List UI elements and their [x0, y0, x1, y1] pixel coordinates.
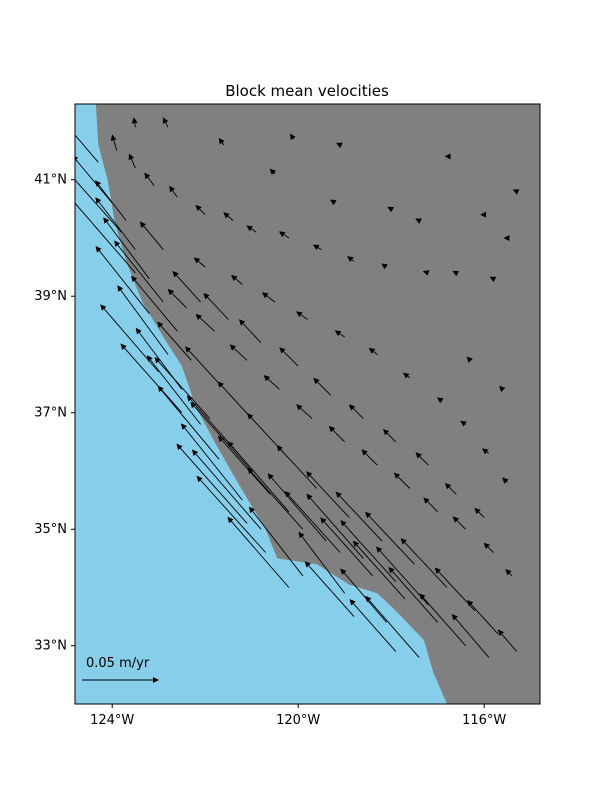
- scale-label: 0.05 m/yr: [86, 656, 150, 671]
- y-axis-ticks: 41°N 39°N 37°N 35°N 33°N: [34, 173, 75, 654]
- map-plot-area: [45, 99, 545, 709]
- y-tick-label: 37°N: [34, 406, 67, 421]
- map-title: Block mean velocities: [225, 82, 389, 100]
- y-tick-label: 41°N: [34, 173, 67, 188]
- x-tick-label: 116°W: [462, 713, 506, 728]
- y-tick-label: 39°N: [34, 289, 67, 304]
- y-tick-label: 33°N: [34, 639, 67, 654]
- x-axis-ticks: 124°W 120°W 116°W: [90, 704, 506, 728]
- y-tick-label: 35°N: [34, 522, 67, 537]
- x-tick-label: 120°W: [276, 713, 320, 728]
- x-tick-label: 124°W: [90, 713, 134, 728]
